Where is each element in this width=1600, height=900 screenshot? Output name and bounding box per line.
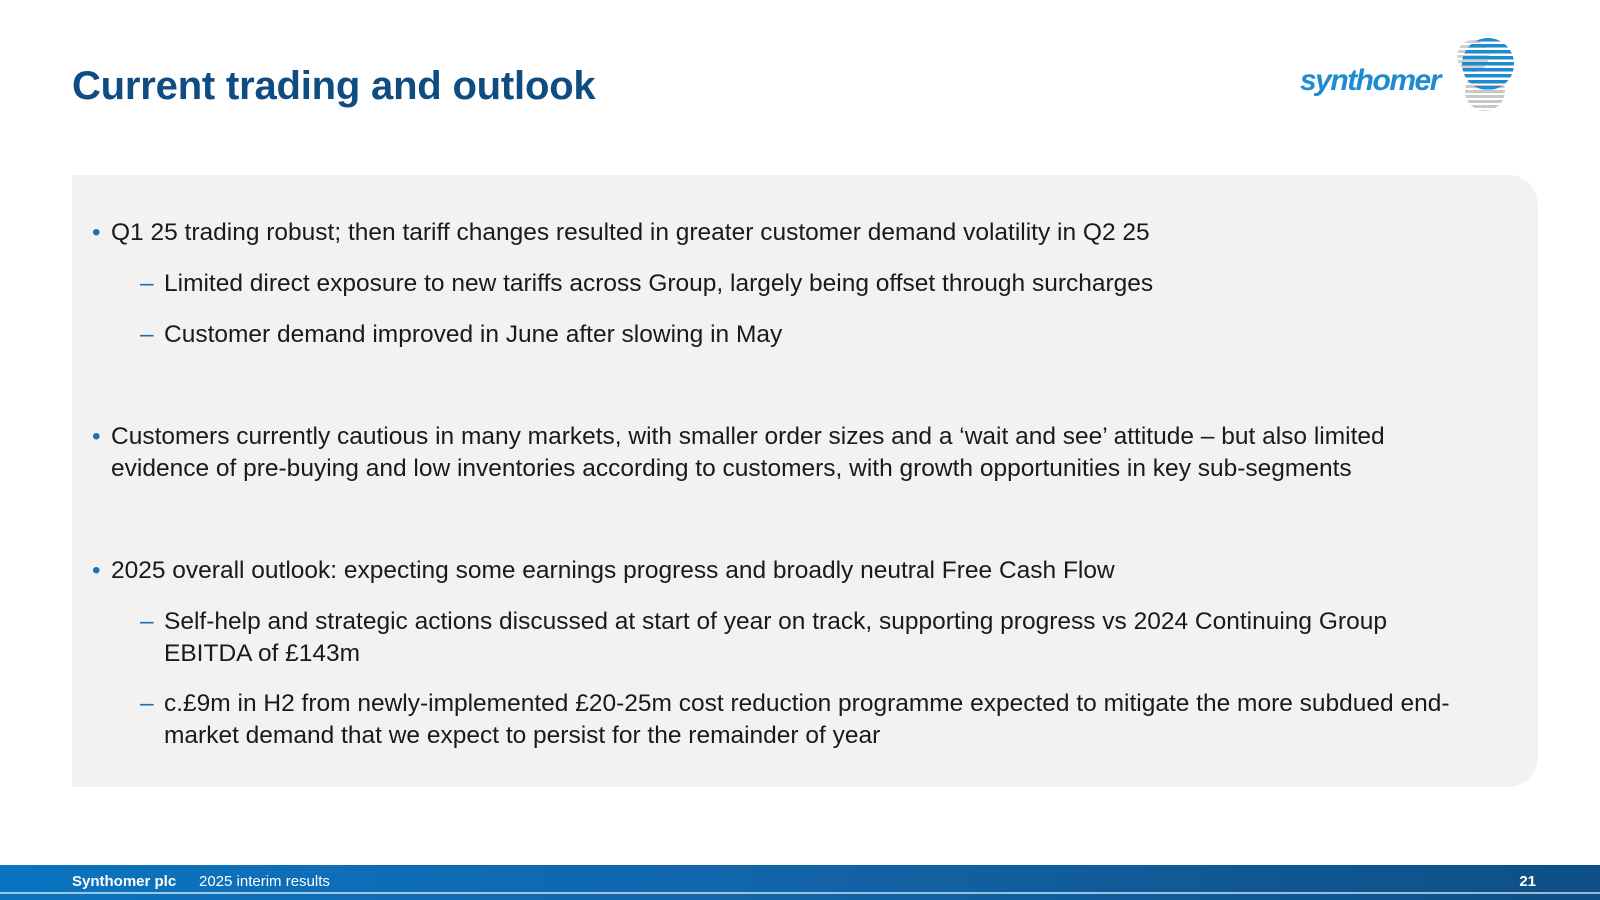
bullet-marker: •	[92, 219, 101, 246]
bullet-marker: •	[92, 423, 101, 450]
company-logo: synthomer	[1290, 30, 1540, 120]
footer-bar: Synthomer plc 2025 interim results 21	[0, 865, 1600, 900]
sub-bullet-item: – Self-help and strategic actions discus…	[140, 606, 1478, 670]
page-number: 21	[1519, 873, 1536, 890]
sub-bullet-text: Limited direct exposure to new tariffs a…	[164, 270, 1154, 297]
content-panel: • Q1 25 trading robust; then tariff chan…	[72, 175, 1538, 787]
sub-bullet-marker: –	[140, 690, 154, 717]
footer-subtitle: 2025 interim results	[199, 873, 330, 890]
bullet-item: • Q1 25 trading robust; then tariff chan…	[92, 217, 1478, 249]
sub-bullet-marker: –	[140, 608, 154, 635]
sub-bullet-text: c.£9m in H2 from newly-implemented £20-2…	[164, 690, 1450, 749]
slide-title: Current trading and outlook	[72, 64, 596, 108]
sub-bullet-item: – c.£9m in H2 from newly-implemented £20…	[140, 688, 1478, 752]
bullet-text: 2025 overall outlook: expecting some ear…	[111, 557, 1115, 584]
footer-company: Synthomer plc	[72, 873, 177, 890]
footer-divider	[0, 892, 1600, 894]
sub-bullet-marker: –	[140, 270, 154, 297]
sub-bullet-item: – Limited direct exposure to new tariffs…	[140, 268, 1478, 300]
logo-wordmark: synthomer	[1300, 64, 1441, 97]
sub-bullet-text: Customer demand improved in June after s…	[164, 321, 783, 348]
bullet-item: • Customers currently cautious in many m…	[92, 421, 1478, 485]
bullet-text: Customers currently cautious in many mar…	[111, 423, 1385, 482]
sub-bullet-item: – Customer demand improved in June after…	[140, 319, 1478, 351]
sub-bullet-text: Self-help and strategic actions discusse…	[164, 608, 1387, 667]
bullet-item: • 2025 overall outlook: expecting some e…	[92, 555, 1478, 587]
synthomer-globe-icon	[1457, 38, 1514, 111]
bullet-text: Q1 25 trading robust; then tariff change…	[111, 219, 1150, 246]
sub-bullet-marker: –	[140, 321, 154, 348]
bullet-marker: •	[92, 557, 101, 584]
